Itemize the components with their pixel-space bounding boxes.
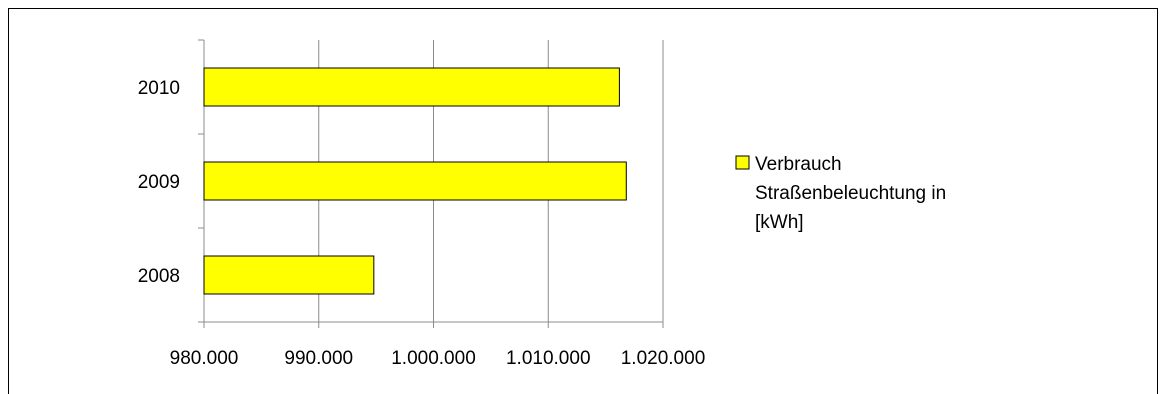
y-category-label: 2008 xyxy=(138,266,180,287)
legend-entry-label: Verbrauch Straßenbeleuchtung in [kWh] xyxy=(755,154,946,233)
bar-2008 xyxy=(203,255,375,295)
bars xyxy=(203,67,627,295)
x-tick-label: 990.000 xyxy=(284,348,353,369)
x-tick-label: 1.010.000 xyxy=(506,348,591,369)
y-category-label: 2010 xyxy=(138,78,180,99)
bar-2009 xyxy=(203,161,627,201)
legend-swatch xyxy=(735,155,750,170)
x-tick-label: 1.000.000 xyxy=(391,348,476,369)
legend-text-line: Straßenbeleuchtung in xyxy=(755,183,946,204)
x-axis-tick-labels: 980.000 990.000 1.000.000 1.010.000 1.020.00… xyxy=(170,348,706,369)
y-axis-labels: 2008 2009 2010 xyxy=(138,78,180,287)
x-tick-label: 1.020.000 xyxy=(621,348,706,369)
y-category-label: 2009 xyxy=(138,172,180,193)
bar-2010 xyxy=(203,67,620,107)
legend-text-line: Verbrauch xyxy=(755,154,842,175)
x-tick-label: 980.000 xyxy=(170,348,239,369)
legend: Verbrauch Straßenbeleuchtung in [kWh] xyxy=(735,154,946,233)
legend-text-line: [kWh] xyxy=(755,212,804,233)
